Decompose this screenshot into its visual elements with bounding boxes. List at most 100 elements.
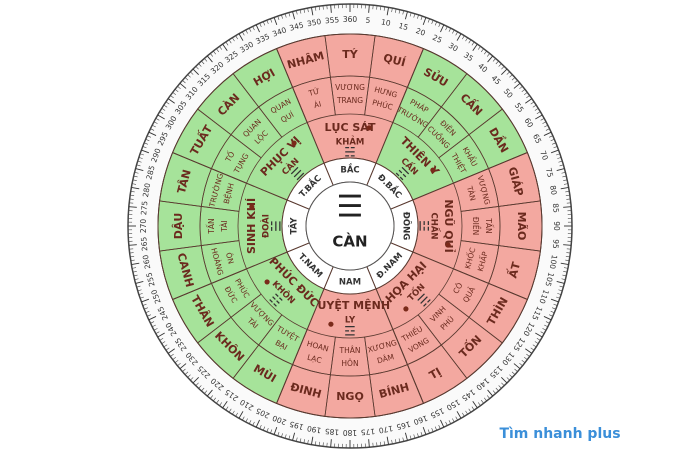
minor-tick [465, 410, 468, 415]
degree-label: 170 [378, 424, 394, 435]
minor-tick [187, 74, 191, 78]
minor-tick [506, 377, 510, 381]
minor-tick [165, 101, 170, 105]
minor-tick [184, 371, 189, 375]
mountain-label: QUÍ [382, 51, 407, 69]
minor-tick [471, 406, 475, 411]
minor-tick [468, 39, 472, 44]
sub-star-line: DÂM [376, 352, 395, 365]
minor-tick [509, 374, 513, 378]
minor-tick [225, 406, 229, 411]
minor-tick [492, 390, 496, 394]
minor-tick [184, 77, 189, 81]
minor-tick [448, 28, 452, 32]
minor-tick [174, 89, 179, 93]
degree-tick [456, 411, 462, 419]
minor-tick [132, 271, 137, 273]
degree-tick [292, 432, 296, 441]
degree-tick [141, 298, 150, 303]
minor-tick [210, 395, 214, 399]
degree-tick [404, 11, 408, 20]
minor-tick [142, 146, 147, 149]
degree-tick [179, 82, 187, 89]
degree-label: 100 [548, 254, 559, 270]
minor-tick [532, 344, 537, 348]
minor-tick [201, 60, 205, 65]
minor-tick [486, 395, 490, 399]
minor-tick [540, 118, 545, 121]
minor-tick [413, 13, 416, 18]
minor-tick [216, 399, 220, 404]
minor-tick [219, 46, 223, 50]
minor-tick [145, 138, 150, 142]
minor-tick [395, 8, 397, 13]
degree-label: 360 [343, 15, 358, 24]
trigram-name: KHẢM [336, 136, 365, 148]
minor-tick [314, 6, 317, 11]
minor-tick [177, 362, 181, 366]
degree-tick [386, 436, 389, 445]
center-symbol: ☰ [337, 190, 364, 225]
minor-tick [132, 183, 137, 185]
minor-tick [245, 29, 248, 34]
minor-tick [413, 434, 416, 439]
minor-tick [225, 41, 229, 46]
minor-tick [134, 172, 139, 174]
minor-tick [210, 53, 214, 57]
degree-tick [556, 280, 565, 284]
minor-tick [259, 425, 262, 429]
degree-tick [135, 280, 144, 284]
trigram-symbol: ☳ [416, 220, 431, 232]
minor-tick [228, 39, 232, 44]
degree-label: 30 [447, 41, 460, 54]
degree-label: 270 [139, 219, 148, 234]
minor-tick [142, 303, 147, 306]
minor-tick [136, 164, 141, 167]
minor-tick [198, 63, 202, 67]
degree-tick [148, 316, 157, 321]
degree-label: 60 [523, 116, 536, 129]
minor-tick [277, 432, 280, 437]
minor-tick [477, 402, 481, 406]
degree-label: 105 [543, 271, 555, 287]
minor-tick [483, 397, 487, 402]
minor-tick [559, 285, 564, 288]
minor-tick [299, 438, 302, 443]
degree-tick [440, 24, 445, 33]
minor-tick [402, 437, 404, 442]
minor-tick [438, 425, 441, 429]
degree-label: 285 [144, 164, 156, 180]
star-dot [430, 167, 436, 173]
degree-tick [255, 24, 260, 33]
degree-tick [560, 187, 569, 190]
minor-tick [471, 41, 475, 46]
minor-tick [259, 23, 262, 27]
minor-tick [130, 256, 135, 258]
minor-tick [132, 267, 137, 269]
minor-tick [153, 328, 158, 331]
degree-tick [179, 363, 187, 370]
minor-tick [266, 20, 269, 24]
minor-tick [477, 46, 481, 50]
minor-tick [137, 289, 142, 292]
degree-label: 175 [360, 427, 375, 437]
minor-tick [563, 267, 568, 269]
degree-label: 165 [395, 419, 411, 431]
minor-tick [170, 353, 174, 357]
degree-tick [206, 389, 213, 397]
degree-tick [422, 17, 427, 26]
minor-tick [565, 256, 570, 258]
minor-tick [495, 60, 499, 65]
minor-tick [465, 37, 468, 42]
degree-tick [157, 114, 165, 120]
minor-tick [536, 111, 541, 114]
minor-tick [558, 160, 563, 163]
sub-star-line: VƯƠNG [335, 83, 365, 92]
degree-tick [422, 426, 427, 435]
minor-tick [550, 138, 555, 142]
minor-tick [452, 418, 455, 423]
minor-tick [462, 412, 465, 417]
minor-tick [213, 50, 217, 55]
